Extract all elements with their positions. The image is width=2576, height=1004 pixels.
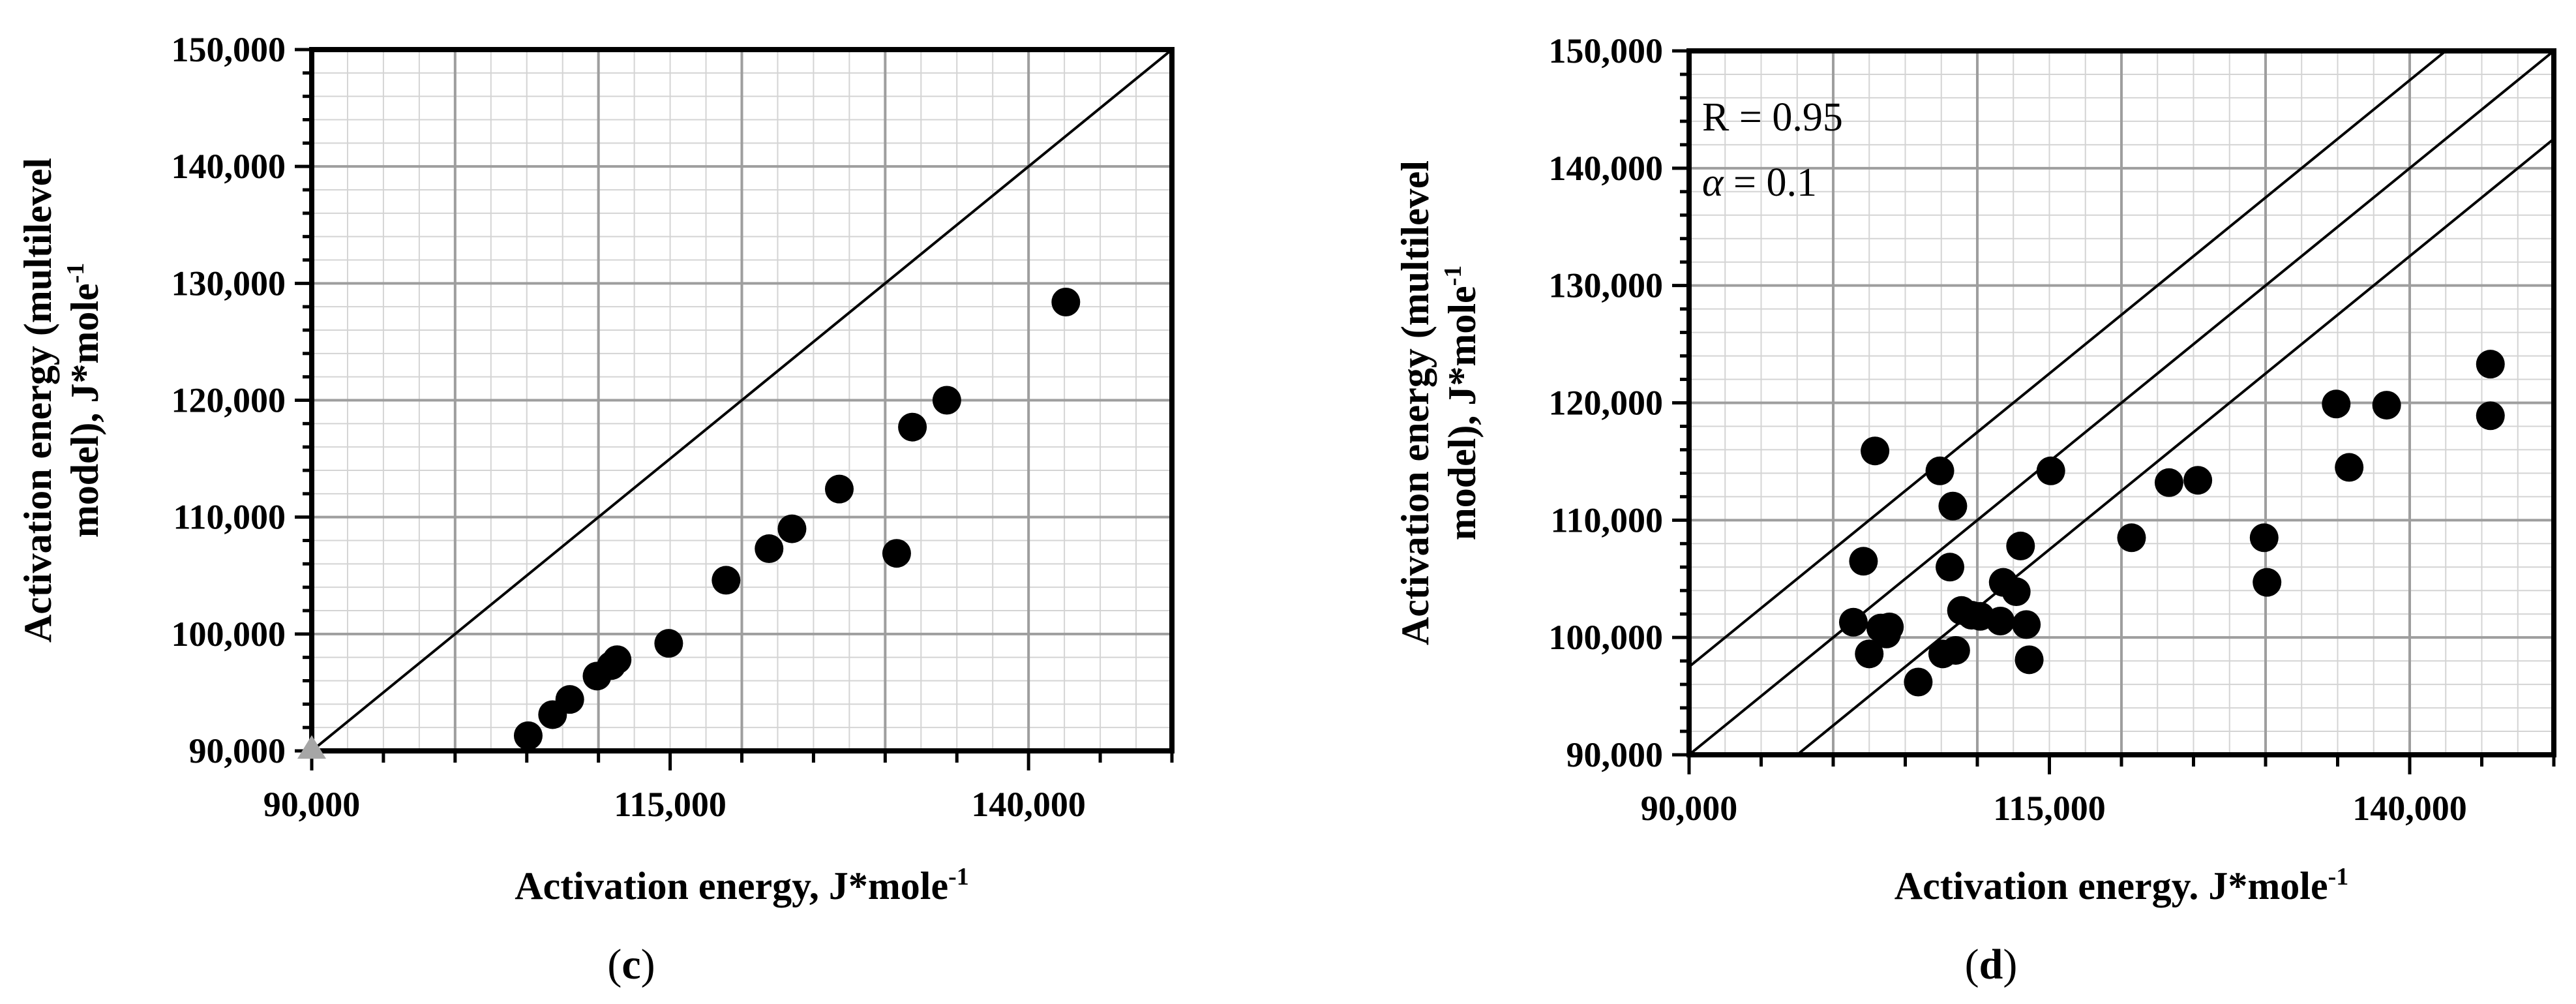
data-point (555, 685, 584, 714)
y-tick-label: 100,000 (1549, 618, 1664, 657)
data-point (654, 629, 683, 658)
y-tick-label: 140,000 (1549, 149, 1664, 188)
data-point (2036, 456, 2065, 485)
x-axis-label-superscript: -1 (2328, 863, 2349, 890)
data-point (2322, 389, 2351, 419)
chart-panel-c: 90,000 100,000 110,000 120,000 130,000 1… (16, 30, 1175, 988)
data-point (1849, 547, 1878, 576)
y-tick-label: 100,000 (172, 615, 286, 654)
y-tick-label: 130,000 (172, 264, 286, 303)
y-axis-label: Activation energy (multilevel model), J*… (1394, 160, 1484, 645)
data-point (2154, 468, 2183, 497)
y-axis-label-line2: model), J*mole-1 (1439, 266, 1484, 541)
data-point (2183, 466, 2213, 495)
reference-line (310, 48, 1173, 752)
y-axis-label-superscript: -1 (1439, 266, 1467, 286)
x-tick-label: 90,000 (1641, 789, 1738, 828)
data-point (2117, 523, 2146, 553)
x-tick-label: 140,000 (2352, 789, 2467, 828)
data-point (2476, 350, 2505, 379)
y-axis-label-line1: Activation energy (multilevel (16, 158, 59, 643)
data-point (711, 566, 741, 595)
data-point (2335, 453, 2364, 482)
reference-line (1796, 138, 2555, 756)
y-tick-label: 140,000 (172, 147, 286, 186)
data-point (1861, 436, 1890, 466)
y-axis-label-line2: model), J*mole-1 (62, 263, 106, 538)
origin-marker (297, 735, 326, 759)
scatter-chart-d: 90,000 100,000 110,000 120,000 130,000 1… (1394, 31, 2556, 988)
panel-caption-d: (d) (1965, 941, 2018, 988)
data-point (755, 534, 784, 564)
data-point (2253, 568, 2282, 597)
data-point (1904, 667, 1933, 697)
data-point (932, 386, 961, 415)
y-tick-label: 150,000 (1549, 31, 1664, 70)
y-tick-label: 130,000 (1549, 266, 1664, 305)
y-tick-label: 150,000 (172, 30, 286, 69)
x-tick-label: 115,000 (614, 785, 726, 824)
data-point (2001, 577, 2031, 607)
data-point (882, 539, 911, 568)
y-tick-label: 110,000 (173, 498, 286, 537)
reference-line (1688, 50, 2447, 668)
data-point (2014, 645, 2044, 675)
x-tick-label: 90,000 (263, 785, 361, 824)
data-point (1925, 456, 1954, 485)
data-point (2476, 401, 2505, 431)
chart-panel-d: 90,000 100,000 110,000 120,000 130,000 1… (1288, 0, 2576, 1004)
data-point (1855, 639, 1884, 669)
data-point (513, 721, 543, 750)
data-point (824, 474, 854, 504)
data-point (1051, 288, 1081, 316)
data-point (1838, 607, 1868, 637)
y-tick-label: 110,000 (1550, 500, 1663, 540)
y-axis-label-line1: Activation energy (multilevel (1394, 160, 1437, 645)
data-point (1986, 606, 2015, 635)
y-axis-label: Activation energy (multilevel model), J*… (16, 158, 106, 643)
annotation-alpha-value: α = 0.1 (1702, 160, 1817, 205)
y-tick-label: 90,000 (189, 731, 286, 770)
data-point (603, 645, 632, 675)
scatter-chart-c: 90,000 100,000 110,000 120,000 130,000 1… (16, 30, 1175, 988)
data-point (1875, 612, 1904, 641)
x-axis-label-superscript: -1 (948, 863, 969, 890)
x-tick-label: 115,000 (1993, 789, 2106, 828)
data-point (2372, 391, 2401, 420)
x-axis-label: Activation energy. J*mole-1 (1895, 863, 2349, 907)
data-point (2012, 610, 2041, 639)
y-tick-label: 120,000 (172, 381, 286, 420)
annotation-r-value: R = 0.95 (1702, 95, 1843, 140)
data-point (2249, 523, 2279, 553)
data-point (1938, 491, 1968, 521)
y-axis-label-superscript: -1 (62, 263, 89, 284)
y-tick-label: 90,000 (1566, 735, 1664, 774)
y-tick-label: 120,000 (1549, 384, 1664, 423)
data-point (1936, 553, 1965, 582)
panel-caption-c: (c) (607, 941, 655, 988)
data-point (2006, 531, 2035, 560)
x-axis-label: Activation energy, J*mole-1 (515, 863, 969, 907)
reference-line (1688, 50, 2555, 756)
data-point (1941, 635, 1970, 665)
data-point (898, 412, 927, 442)
x-tick-label: 140,000 (971, 785, 1086, 824)
data-point (777, 514, 807, 543)
